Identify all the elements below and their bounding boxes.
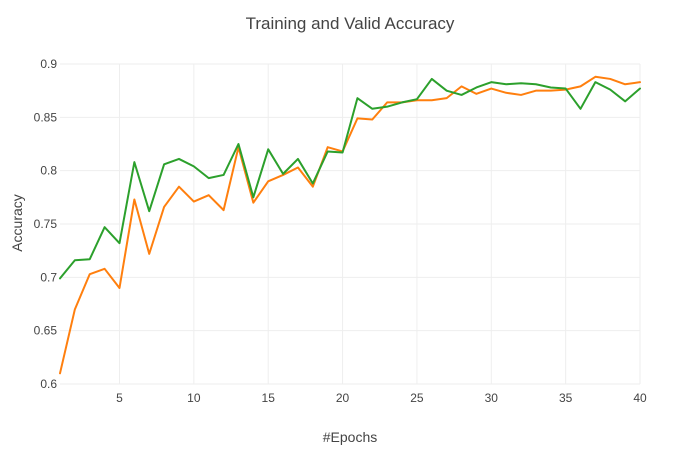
y-tick-label: 0.8 (40, 164, 57, 178)
x-tick-label: 25 (410, 391, 424, 405)
x-tick-label: 15 (262, 391, 276, 405)
grid-layer (60, 63, 641, 385)
y-tick-label: 0.6 (40, 377, 57, 391)
y-tick-label: 0.85 (34, 110, 58, 124)
series-layer (59, 75, 641, 375)
series-line-2 (59, 77, 641, 280)
tick-labels: 5 10 15 20 25 30 35 40 0.6 0.65 0.7 0.75 0.8 0.85 0.9 (34, 57, 647, 405)
y-axis-label: Accuracy (9, 194, 25, 252)
x-tick-label: 20 (336, 391, 350, 405)
x-tick-label: 10 (187, 391, 201, 405)
y-tick-label: 0.7 (40, 270, 57, 284)
x-axis-label: #Epochs (323, 429, 377, 445)
y-tick-label: 0.9 (40, 57, 57, 71)
series-line-1 (59, 75, 641, 375)
x-tick-label: 5 (116, 391, 123, 405)
x-tick-label: 30 (485, 391, 499, 405)
y-tick-label: 0.75 (34, 217, 58, 231)
chart-title: Training and Valid Accuracy (246, 14, 455, 33)
x-tick-label: 40 (633, 391, 647, 405)
x-tick-label: 35 (559, 391, 573, 405)
y-tick-label: 0.65 (34, 324, 58, 338)
